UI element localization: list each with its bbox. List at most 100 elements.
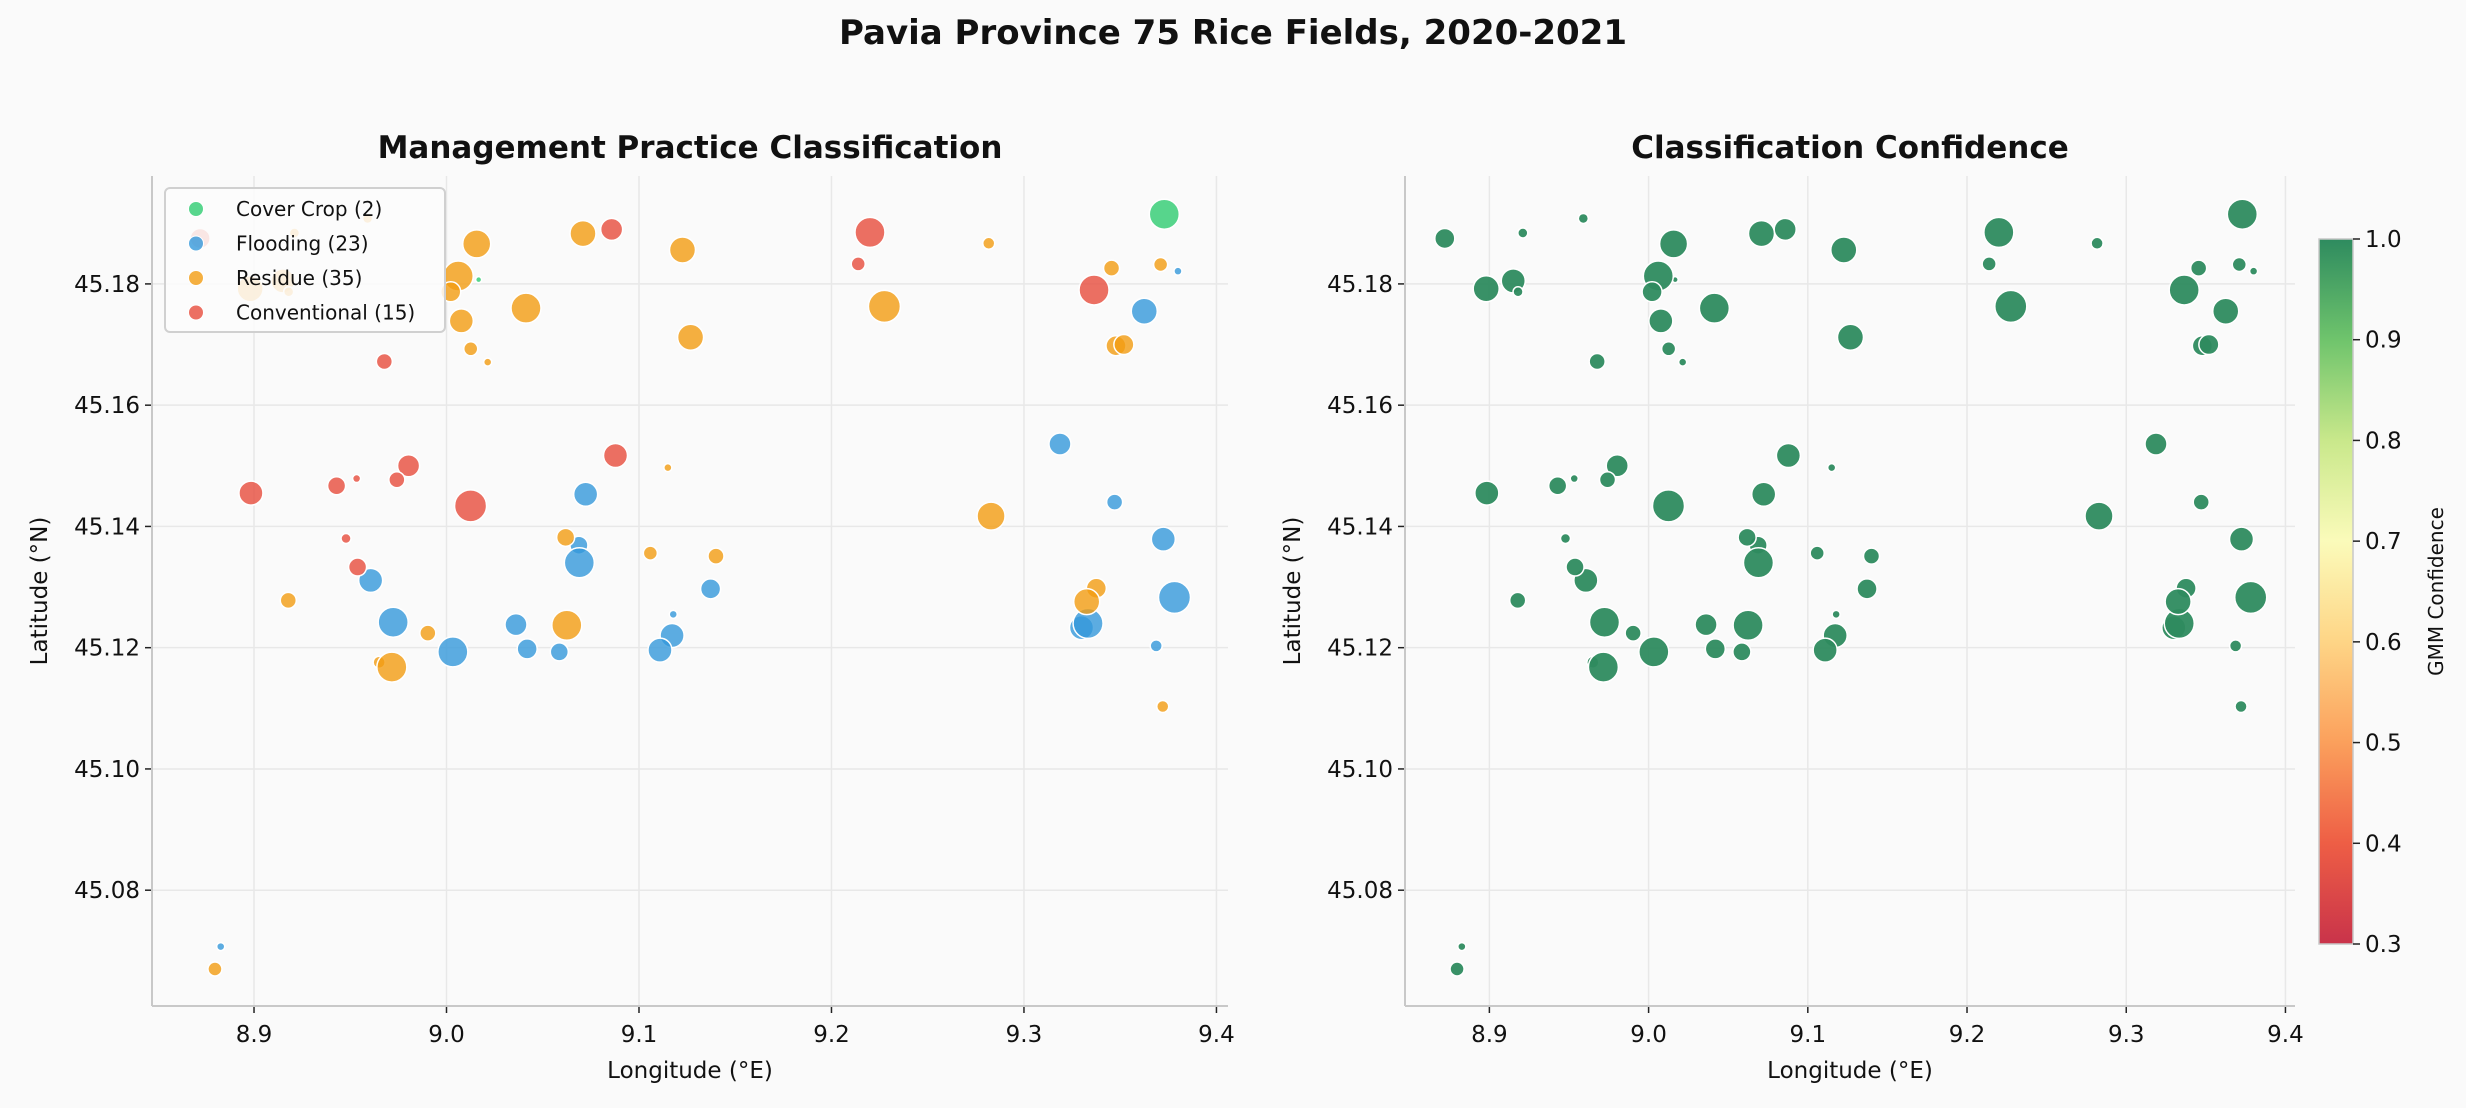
confidence-point	[1605, 454, 1629, 478]
confidence-point	[2144, 432, 2168, 456]
data-point-residue	[676, 323, 705, 352]
data-point-flooding	[516, 638, 538, 660]
legend-marker	[188, 304, 204, 321]
x-tick-label: 9.2	[1949, 1022, 1986, 1048]
data-point-residue	[642, 545, 659, 561]
colorbar-tick-label: 1.0	[2365, 227, 2402, 253]
x-tick-label: 9.0	[1630, 1022, 1667, 1048]
data-point-conventional	[238, 480, 264, 506]
colorbar-tick-label: 0.8	[2365, 428, 2402, 454]
confidence-point	[1732, 609, 1764, 642]
data-point-residue	[555, 527, 576, 548]
data-point-residue	[976, 501, 1006, 531]
legend-label: Conventional (15)	[236, 301, 415, 325]
x-tick-label: 9.1	[1790, 1022, 1827, 1048]
y-tick-label: 45.16	[1327, 393, 1393, 419]
data-point-residue	[207, 961, 223, 977]
x-axis-label: Longitude (°E)	[607, 1058, 773, 1084]
x-tick-label: 8.9	[1471, 1022, 1508, 1048]
confidence-point	[1587, 651, 1620, 683]
confidence-point	[1660, 341, 1677, 357]
figure-title: Pavia Province 75 Rice Fields, 2020-2021	[839, 13, 1627, 53]
data-point-residue	[569, 219, 597, 248]
data-point-flooding	[357, 567, 384, 594]
confidence-point	[1732, 642, 1752, 662]
confidence-point	[1862, 547, 1881, 565]
confidence-point	[2228, 526, 2255, 552]
confidence-point	[1547, 476, 1568, 496]
colorbar-tick-label: 0.4	[2365, 831, 2402, 857]
confidence-point	[1812, 637, 1838, 663]
data-point-residue	[1155, 699, 1170, 714]
colorbar-label: GMM Confidence	[2424, 507, 2448, 676]
confidence-point	[1512, 286, 1524, 298]
legend-frame	[164, 187, 446, 333]
data-point-flooding	[668, 609, 679, 620]
x-tick-label: 9.3	[1006, 1022, 1043, 1048]
confidence-point	[1457, 941, 1467, 952]
confidence-point	[1648, 308, 1674, 334]
confidence-point	[1836, 323, 1865, 352]
data-point-flooding	[1105, 493, 1124, 511]
data-point-flooding	[563, 547, 596, 579]
legend: Cover Crop (2) Flooding (23) Residue (35) C…	[164, 187, 446, 333]
confidence-point	[2198, 333, 2220, 356]
data-point-conventional	[599, 217, 624, 242]
confidence-point	[1434, 227, 1456, 250]
x-tick-label: 9.0	[428, 1022, 465, 1048]
x-tick-label: 9.3	[2108, 1022, 2145, 1048]
data-point-cover-crop	[1148, 198, 1181, 230]
confidence-point	[1698, 292, 1731, 324]
data-point-flooding	[504, 612, 528, 637]
colorbar-tick-label: 0.6	[2365, 630, 2402, 656]
data-point-flooding	[1048, 432, 1072, 456]
confidence-point	[2248, 266, 2259, 276]
data-point-conventional	[388, 470, 406, 489]
confidence-point	[2234, 699, 2248, 714]
data-point-conventional	[396, 454, 421, 478]
data-point-conventional	[351, 473, 362, 484]
data-point-residue	[1152, 256, 1169, 273]
x-tick-label: 8.9	[236, 1022, 273, 1048]
legend-marker	[188, 235, 204, 252]
confidence-point	[1773, 217, 1797, 242]
y-tick-label: 45.14	[74, 514, 140, 540]
practice-scatter-panel: 8.9 9.0 9.1 9.2 9.3 9.4 45.08 45.10 45.12 45.14 45…	[27, 130, 1235, 1084]
x-tick-label: 9.1	[621, 1022, 658, 1048]
data-point-conventional	[854, 216, 886, 249]
data-point-residue	[463, 341, 479, 357]
confidence-point	[2164, 587, 2192, 616]
confidence-point	[1588, 606, 1621, 638]
confidence-point	[2228, 639, 2243, 653]
data-point-residue	[461, 229, 492, 259]
y-tick-label: 45.08	[1327, 878, 1393, 904]
x-tick-label: 9.2	[813, 1022, 850, 1048]
confidence-point	[1658, 229, 1689, 259]
data-point-cover-crop	[474, 275, 483, 284]
data-point-flooding	[1149, 639, 1163, 653]
confidence-point	[1830, 236, 1858, 264]
confidence-point	[1994, 289, 2028, 324]
confidence-point	[1517, 227, 1529, 239]
confidence-point	[1831, 609, 1841, 620]
data-point-flooding	[377, 606, 409, 638]
data-point-residue	[482, 357, 493, 367]
data-point-conventional	[850, 256, 866, 272]
legend-marker	[188, 270, 204, 286]
data-point-residue	[668, 236, 697, 264]
confidence-point	[1559, 532, 1572, 545]
y-tick-label: 45.12	[74, 636, 140, 662]
colorbar-tick-label: 0.3	[2365, 932, 2402, 958]
confidence-point	[1472, 275, 1500, 303]
confidence-point	[2084, 501, 2114, 531]
confidence-point	[1449, 961, 1465, 977]
panel-title: Management Practice Classification	[378, 130, 1003, 166]
confidence-point	[1826, 462, 1837, 473]
colorbar-tick-label: 0.7	[2365, 529, 2402, 555]
legend-label: Residue (35)	[236, 266, 362, 290]
data-point-conventional	[453, 489, 488, 523]
colorbar-tick-label: 0.9	[2365, 328, 2402, 354]
confidence-point	[1747, 219, 1776, 248]
confidence-point	[1565, 557, 1585, 577]
confidence-point	[1624, 624, 1642, 642]
